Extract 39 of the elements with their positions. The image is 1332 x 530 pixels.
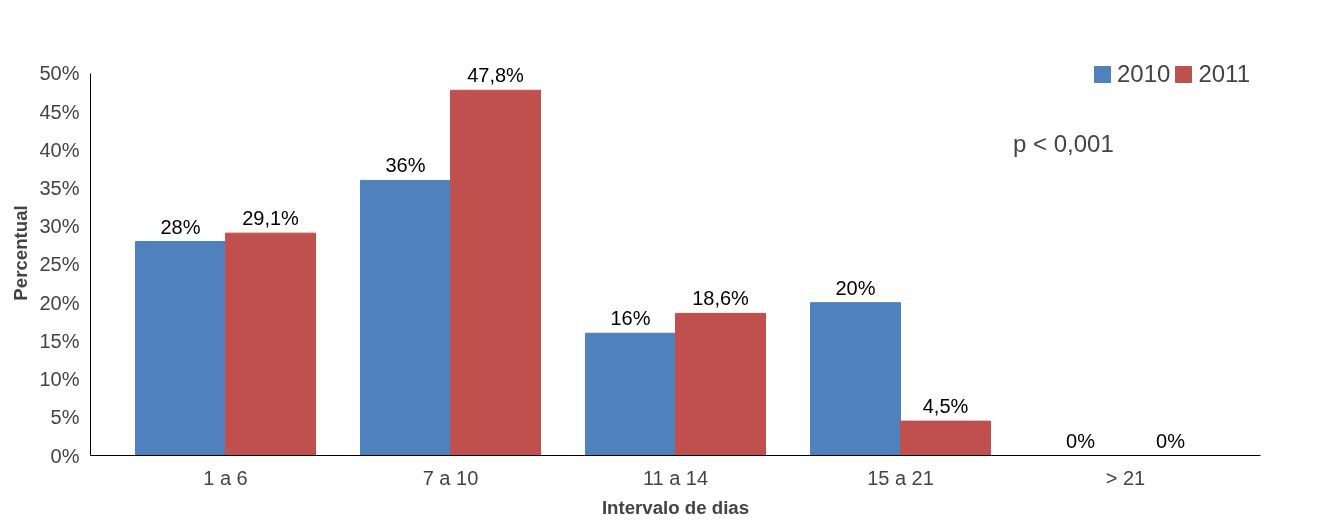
data-label: 29,1% — [242, 207, 300, 230]
bar — [585, 332, 676, 456]
data-label: 16% — [610, 307, 651, 330]
legend-label: 2011 — [1198, 60, 1250, 88]
data-label: 36% — [385, 154, 426, 177]
y-tick-label: 30% — [39, 215, 80, 238]
data-label: 0% — [1156, 429, 1186, 452]
data-label: 20% — [835, 276, 876, 299]
x-tick-label: 15 a 21 — [867, 466, 934, 489]
y-tick-label: 0% — [50, 444, 80, 467]
x-axis-title: Intervalo de dias — [601, 496, 750, 518]
bar — [675, 312, 766, 456]
y-tick-label: 35% — [39, 177, 80, 200]
bar — [900, 420, 991, 456]
data-label: 0% — [1066, 429, 1096, 452]
x-tick-label: 1 a 6 — [203, 466, 248, 489]
bar — [450, 89, 541, 456]
y-tick-label: 5% — [50, 406, 80, 429]
bar — [135, 241, 226, 456]
x-tick-label: 11 a 14 — [642, 466, 709, 489]
data-label: 4,5% — [922, 395, 969, 418]
y-tick-label: 25% — [39, 253, 80, 276]
bar — [810, 302, 901, 456]
legend-label: 2010 — [1117, 60, 1171, 88]
y-tick-label: 40% — [39, 138, 80, 161]
x-tick-label: 7 a 10 — [422, 466, 479, 489]
bar — [225, 232, 316, 456]
y-tick-label: 15% — [39, 329, 80, 352]
bar — [360, 179, 451, 456]
y-tick-label: 10% — [39, 368, 80, 391]
y-axis-title: Percentual — [10, 205, 32, 301]
data-label: 18,6% — [692, 287, 750, 310]
y-tick-label: 50% — [39, 62, 80, 85]
x-tick-label: > 21 — [1105, 466, 1146, 489]
data-label: 47,8% — [467, 64, 525, 87]
y-tick-label: 45% — [39, 100, 80, 123]
y-tick-label: 20% — [39, 291, 80, 314]
data-label: 28% — [160, 215, 201, 238]
annotation: p < 0,001 — [1013, 130, 1114, 158]
